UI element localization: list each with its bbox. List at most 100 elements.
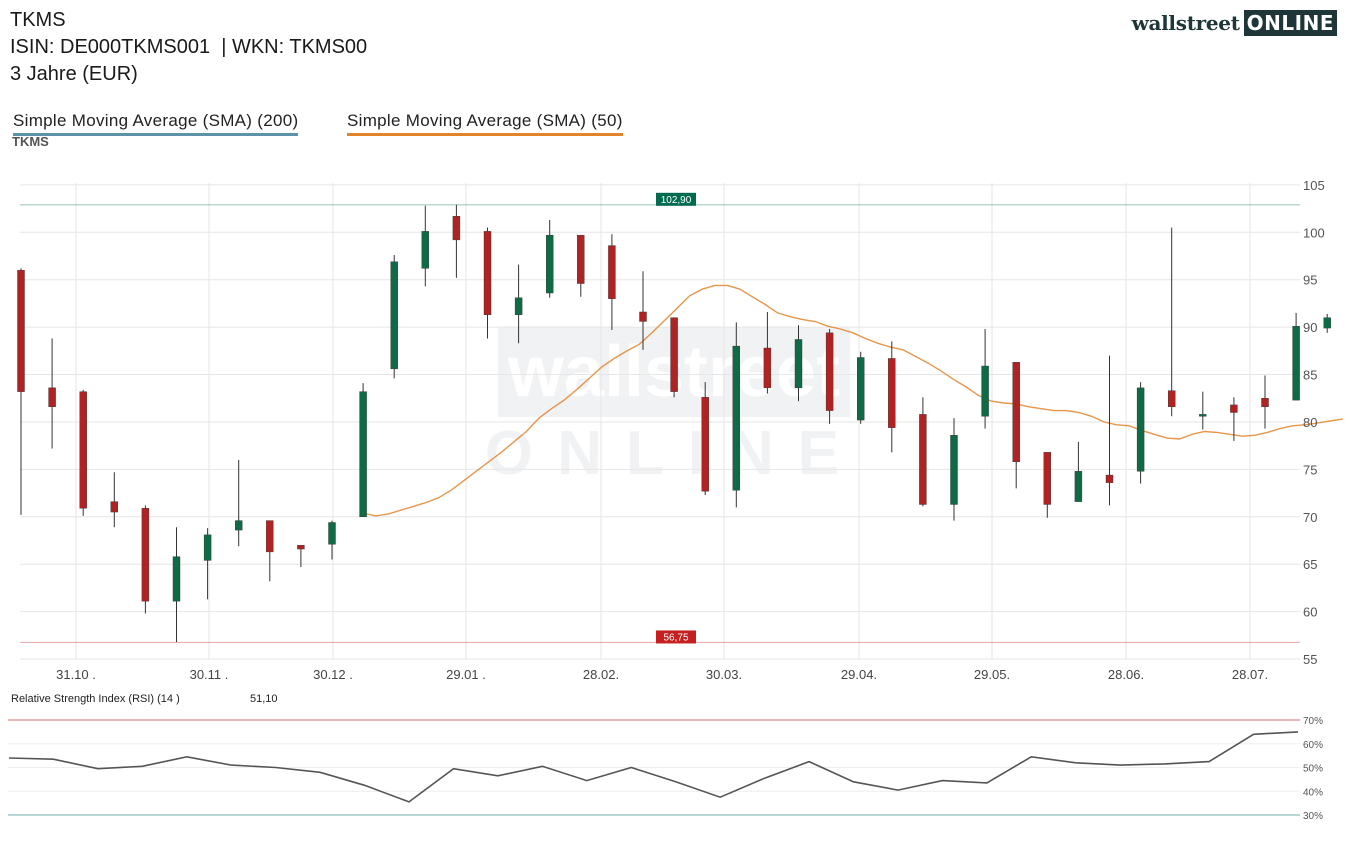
rsi-title: Relative Strength Index (RSI) (14 ) [11,693,180,705]
candle-body [701,397,709,492]
y-tick-label: 90 [1303,320,1317,335]
candle [1167,227,1176,417]
candle [297,545,305,568]
candle-body [1323,317,1331,329]
y-tick-label: 55 [1303,652,1317,667]
candle-body [981,365,989,417]
candle [950,418,958,521]
candle-body [857,357,865,421]
candle-body [421,231,429,269]
candle [981,329,989,429]
y-tick-label: 60 [1303,605,1317,620]
y-tick-label: 105 [1303,178,1325,193]
candle [546,219,554,298]
period-label: 3 Jahre (EUR) [10,63,138,85]
candle [48,338,56,449]
candle-body [888,358,896,428]
candle-body [514,297,523,316]
x-tick-label: 31.10 . [56,667,96,682]
candle-body [452,215,461,241]
x-tick-label: 30.11 . [190,667,229,682]
candle-body [1043,452,1052,505]
legend-sma-50[interactable]: Simple Moving Average (SMA) (50) [347,111,623,136]
candle-body [48,387,56,408]
candle [888,341,896,453]
candle [359,383,367,518]
candle [328,520,336,560]
y-tick-label: 70 [1303,510,1317,525]
x-tick-label: 29.01 . [446,667,486,682]
candle-body [1199,414,1207,417]
rsi-tick-label: 50% [1303,764,1323,775]
candle [110,472,119,528]
candle [794,325,803,402]
low-value-label: 56,75 [663,632,688,643]
candle [1261,375,1269,429]
candle [577,234,585,297]
candle [203,528,212,600]
candle [919,397,927,507]
candle [141,505,150,614]
candle-body [297,545,305,550]
candle-body [359,391,367,518]
x-tick-label: 30.12 . [313,667,353,682]
x-tick-label: 29.05. [974,667,1010,682]
candle [670,317,678,398]
candle [1105,355,1114,506]
candle [234,459,243,547]
rsi-tick-label: 40% [1303,787,1323,798]
rsi-value: 51,10 [250,693,278,705]
y-tick-label: 85 [1303,368,1317,383]
legend-sma-200[interactable]: Simple Moving Average (SMA) (200) [13,111,299,136]
candle-body [546,234,554,294]
candle [266,520,274,582]
rsi-line [8,731,1299,803]
candle-body [203,534,212,561]
candle-body [172,556,181,602]
watermark: wallstreet ONLINE [485,327,863,488]
candle-body [1136,387,1145,472]
candle-body [1074,471,1083,502]
candle [1074,441,1083,502]
x-tick-label: 28.02. [583,667,619,682]
candle-body [763,347,772,389]
candle [1199,391,1207,430]
candle [483,227,492,339]
candle [1043,452,1052,518]
candle-body [328,522,336,545]
candle [390,255,398,379]
x-tick-label: 28.06. [1108,667,1144,682]
stock-title: TKMS [10,9,66,31]
candle [608,234,616,330]
wallstreet-online-logo[interactable]: wallstreet ONLINE [1132,10,1337,36]
logo-box: ONLINE [1243,10,1337,36]
y-tick-label: 75 [1303,462,1317,477]
logo-word: wallstreet [1131,11,1240,35]
low-value-badge [656,630,696,644]
y-tick-label: 95 [1303,273,1317,288]
rsi-tick-label: 60% [1303,740,1323,751]
y-tick-label: 80 [1303,415,1317,430]
candle-body [794,339,803,389]
candle-body [577,234,585,284]
candle-body [919,414,927,505]
candle [1230,397,1238,441]
candle [421,205,429,287]
watermark-box: ONLINE [485,419,863,488]
y-tick-label: 100 [1303,225,1325,240]
candle [17,268,25,515]
candle [763,311,772,394]
candle [857,351,865,424]
rsi-tick-label: 30% [1303,811,1323,822]
x-tick-label: 30.03. [706,667,742,682]
x-tick-label: 29.04. [841,667,877,682]
candle-body [1012,362,1020,463]
high-value-label: 102,90 [661,195,692,206]
candle [172,527,181,642]
sma-50-line [362,284,1343,517]
candle [1323,313,1331,333]
candle-body [1105,474,1114,483]
candle-body [825,332,834,411]
high-value-badge [656,192,696,206]
